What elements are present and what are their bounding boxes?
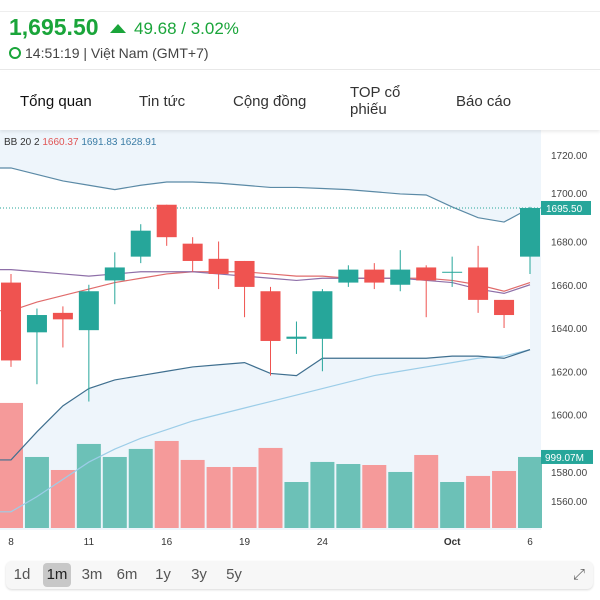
y-tick-label: 1560.00 <box>551 497 588 508</box>
last-price-label: 1695.50 <box>546 204 583 215</box>
candle-body <box>104 267 125 281</box>
volume-bar <box>154 440 179 528</box>
volume-bar <box>492 470 517 528</box>
price-change: 49.68 / 3.02% <box>110 19 239 39</box>
candle-body <box>520 207 540 257</box>
candle-body <box>416 267 437 281</box>
candle-body <box>1 282 21 361</box>
y-tick-label: 1720.00 <box>551 151 588 162</box>
volume-bar <box>102 456 127 528</box>
tab-overview[interactable]: Tổng quan <box>20 92 92 110</box>
volume-bar <box>336 464 361 528</box>
y-tick-label: 1640.00 <box>551 324 588 335</box>
volume-bar <box>310 461 335 528</box>
candle-body <box>286 336 307 339</box>
last-volume-label: 999.07M <box>545 453 584 464</box>
y-tick-label: 1680.00 <box>551 238 588 249</box>
candle-body <box>130 230 151 257</box>
candle-body <box>52 312 73 320</box>
bb-mid-line <box>0 269 531 295</box>
last-volume-badge <box>541 449 593 464</box>
x-tick-label: 24 <box>317 537 329 548</box>
volume-bar <box>466 475 491 528</box>
y-tick-label: 1620.00 <box>551 367 588 378</box>
volume-bar <box>180 459 205 528</box>
timestamp: 14:51:19 | Việt Nam (GMT+7) <box>9 45 209 61</box>
triangle-up-icon <box>110 24 126 33</box>
candle-body <box>156 204 177 238</box>
x-tick-label: 6 <box>527 537 533 548</box>
volume-bar <box>284 481 309 528</box>
volume-bar <box>258 447 283 528</box>
clock-icon <box>9 47 21 59</box>
range-6m[interactable]: 6m <box>116 566 138 583</box>
candle-body <box>338 269 359 283</box>
tab-news[interactable]: Tin tức <box>139 92 186 110</box>
y-tick-label: 1700.00 <box>551 189 588 200</box>
volume-bar <box>440 481 465 528</box>
change-value: 49.68 / 3.02% <box>134 19 239 38</box>
x-tick-label: 8 <box>8 537 14 548</box>
volume-bar <box>362 465 387 528</box>
candle-body <box>364 269 385 283</box>
price-chart[interactable]: 1720.00 1700.00 1680.00 1660.00 1640.00 1620.… <box>0 130 600 555</box>
range-1y[interactable]: 1y <box>155 566 171 583</box>
last-price-badge <box>541 200 591 215</box>
x-tick-label: 11 <box>84 537 95 548</box>
tab-top-stocks[interactable]: TOP cổ phiếu <box>350 84 401 118</box>
range-1d[interactable]: 1d <box>13 566 31 583</box>
volume-bar <box>24 456 49 528</box>
current-price: 1,695.50 <box>9 14 99 40</box>
ma-red-line <box>0 271 531 312</box>
candle-body <box>234 260 255 287</box>
range-3m[interactable]: 3m <box>81 566 103 583</box>
tab-community[interactable]: Cộng đồng <box>233 92 307 110</box>
candle-body <box>390 269 411 285</box>
volume-bar <box>518 456 542 528</box>
candle-body <box>494 299 515 316</box>
x-tick-label: Oct <box>444 537 461 548</box>
x-tick-label: 19 <box>239 537 251 548</box>
candle-body <box>208 258 229 274</box>
candle-body <box>78 291 99 331</box>
candle-body <box>312 291 333 339</box>
volume-bar <box>206 466 231 528</box>
tab-reports[interactable]: Báo cáo <box>456 92 512 110</box>
volume-bar <box>388 471 413 528</box>
x-tick-label: 16 <box>161 537 173 548</box>
ma-light-line <box>0 349 531 513</box>
bb-legend: BB 20 2 1660.37 1691.83 1628.91 <box>4 137 157 148</box>
candle-body <box>182 243 203 261</box>
bb-upper-line <box>0 167 531 223</box>
y-tick-label: 1600.00 <box>551 411 588 422</box>
volume-bar <box>414 454 439 528</box>
candle-body <box>26 315 47 333</box>
candle-body <box>442 271 463 273</box>
volume-bar <box>0 402 23 528</box>
time-text: 14:51:19 | Việt Nam (GMT+7) <box>25 45 209 61</box>
range-selector: 1d 1m 3m 6m 1y 3y 5y ⤢ <box>6 561 593 589</box>
bb-lower-line <box>0 349 531 461</box>
volume-bar <box>128 448 153 528</box>
range-3y[interactable]: 3y <box>191 566 207 583</box>
candle-body <box>260 291 281 341</box>
expand-icon[interactable]: ⤢ <box>572 566 585 583</box>
top-strip <box>0 0 600 12</box>
tab-bar: Tổng quan Tin tức Cộng đồng TOP cổ phiếu… <box>0 72 600 130</box>
volume-bar <box>232 466 257 528</box>
range-5y[interactable]: 5y <box>226 566 242 583</box>
range-1m[interactable]: 1m <box>43 563 71 587</box>
quote-header: 1,695.50 49.68 / 3.02% 14:51:19 | Việt N… <box>0 12 600 70</box>
candle-body <box>468 267 489 300</box>
y-tick-label: 1580.00 <box>551 468 588 479</box>
volume-bar <box>76 443 101 528</box>
y-tick-label: 1660.00 <box>551 281 588 292</box>
